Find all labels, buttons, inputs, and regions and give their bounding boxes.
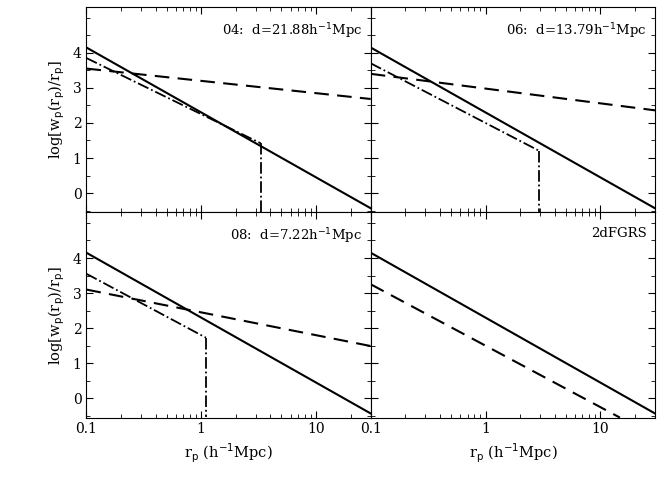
Text: 06:  d=13.79h$^{-1}$Mpc: 06: d=13.79h$^{-1}$Mpc — [505, 22, 646, 41]
Text: 2dFGRS: 2dFGRS — [591, 227, 646, 240]
Text: 08:  d=7.22h$^{-1}$Mpc: 08: d=7.22h$^{-1}$Mpc — [230, 227, 362, 246]
X-axis label: r$_{\rm p}$ (h$^{-1}$Mpc): r$_{\rm p}$ (h$^{-1}$Mpc) — [184, 442, 273, 465]
Text: 04:  d=21.88h$^{-1}$Mpc: 04: d=21.88h$^{-1}$Mpc — [222, 22, 362, 41]
Y-axis label: log[w$_{\rm p}$(r$_{\rm p}$)/r$_{\rm p}$]: log[w$_{\rm p}$(r$_{\rm p}$)/r$_{\rm p}$… — [47, 60, 67, 159]
X-axis label: r$_{\rm p}$ (h$^{-1}$Mpc): r$_{\rm p}$ (h$^{-1}$Mpc) — [469, 442, 557, 465]
Y-axis label: log[w$_{\rm p}$(r$_{\rm p}$)/r$_{\rm p}$]: log[w$_{\rm p}$(r$_{\rm p}$)/r$_{\rm p}$… — [47, 265, 67, 365]
